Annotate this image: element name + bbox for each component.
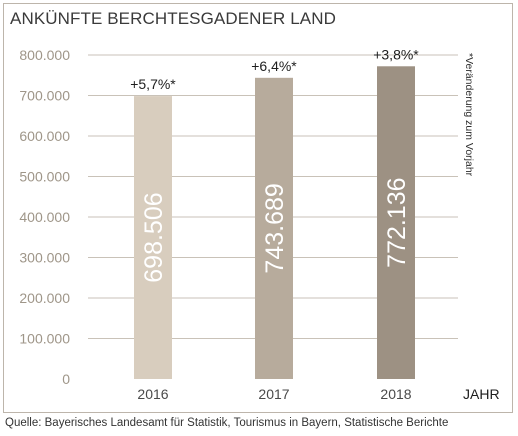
y-tick-label: 500.000: [19, 169, 70, 185]
value-label: 772.136: [383, 177, 411, 267]
change-label: +3,8%*: [373, 46, 419, 62]
bar-2016: [134, 96, 172, 379]
y-axis-ticks: 0 100.000 200.000 300.000 400.000 500.000 600.…: [19, 47, 70, 387]
x-tick-label: 2018: [380, 386, 411, 402]
change-label: +6,4%*: [251, 58, 297, 74]
y-tick-label: 200.000: [19, 290, 70, 306]
value-label: 743.689: [261, 183, 289, 273]
x-axis-label: JAHR: [463, 386, 500, 402]
footnote-change-note: *Veränderung zum Vorjahr: [463, 53, 475, 177]
y-tick-label: 700.000: [19, 88, 70, 104]
x-axis-ticks: 2016 2017 2018: [137, 386, 411, 402]
y-tick-label: 800.000: [19, 47, 70, 63]
change-label: +5,7%*: [130, 76, 176, 92]
y-tick-label: 600.000: [19, 128, 70, 144]
source-note: Quelle: Bayerisches Landesamt für Statis…: [5, 417, 449, 429]
x-tick-label: 2017: [258, 386, 289, 402]
bars: +5,7%* 698.506 +6,4%* 743.689 +3,8%* 772.136: [130, 46, 419, 380]
y-tick-label: 400.000: [19, 209, 70, 225]
y-tick-label: 0: [62, 371, 70, 387]
bar-2017: [255, 77, 293, 379]
bar-2018: [377, 66, 415, 380]
y-tick-label: 100.000: [19, 331, 70, 347]
chart-title: ANKÜNFTE BERCHTESGADENER LAND: [10, 9, 336, 28]
y-tick-label: 300.000: [19, 250, 70, 266]
value-label: 698.506: [140, 192, 168, 282]
x-tick-label: 2016: [137, 386, 168, 402]
